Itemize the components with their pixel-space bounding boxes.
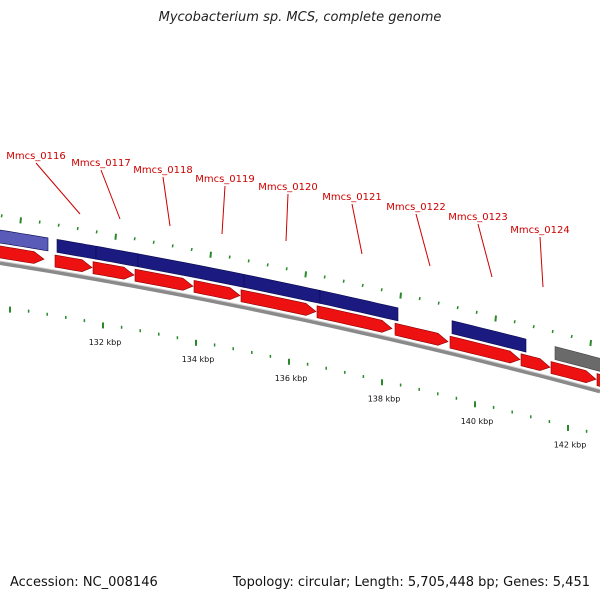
gene-leader-line — [100, 169, 121, 220]
upper-tick — [114, 233, 117, 240]
forward-gene-6 — [451, 320, 527, 353]
accession-text: Accession: NC_008146 — [10, 575, 158, 590]
scale-label: 134 kbp — [182, 355, 215, 364]
upper-tick — [361, 283, 364, 288]
reverse-gene-7 — [394, 322, 449, 346]
upper-tick — [551, 329, 554, 334]
other-feature — [554, 346, 600, 372]
gene-leader-line — [35, 162, 81, 215]
reverse-gene-5 — [240, 289, 317, 316]
upper-tick — [19, 217, 22, 224]
upper-tick — [190, 247, 193, 252]
forward-gene-0 — [0, 229, 49, 252]
upper-tick — [228, 255, 231, 259]
upper-tick — [171, 244, 174, 248]
gene-label: Mmcs_0117 — [71, 158, 131, 169]
scale-label: 138 kbp — [368, 395, 401, 404]
upper-tick — [323, 275, 326, 279]
scale-label: 140 kbp — [461, 417, 494, 426]
upper-tick — [532, 324, 535, 329]
gene-label: Mmcs_0118 — [133, 165, 193, 176]
upper-tick — [589, 339, 592, 347]
upper-tick — [456, 306, 459, 310]
upper-tick — [285, 267, 288, 271]
reverse-gene-8 — [449, 335, 521, 364]
upper-tick — [494, 315, 497, 322]
gene-label: Mmcs_0119 — [195, 174, 255, 185]
scale-label: 132 kbp — [89, 338, 122, 347]
upper-tick — [209, 251, 212, 258]
forward-gene-5 — [319, 290, 399, 322]
gene-leader-line — [221, 185, 226, 235]
reverse-gene-6 — [316, 305, 393, 333]
reverse-gene-4 — [193, 280, 241, 300]
map-title: Mycobacterium sp. MCS, complete genome — [158, 10, 442, 25]
gene-label: Mmcs_0124 — [510, 225, 570, 236]
reverse-gene-9 — [520, 353, 551, 371]
upper-tick — [513, 320, 516, 324]
upper-tick — [266, 263, 269, 267]
reverse-gene-10 — [550, 361, 597, 384]
upper-tick — [133, 237, 136, 241]
reverse-gene-2 — [92, 261, 135, 280]
reverse-gene-0 — [0, 245, 45, 264]
gene-leader-line — [539, 236, 544, 288]
gene-label: Mmcs_0116 — [6, 151, 66, 162]
gene-leader-line — [477, 223, 493, 278]
upper-tick — [380, 288, 383, 292]
gene-leader-line — [415, 213, 431, 267]
upper-tick — [570, 334, 573, 339]
gene-label: Mmcs_0121 — [322, 192, 382, 203]
gene-leader-line — [162, 176, 171, 227]
upper-tick — [399, 292, 402, 299]
reverse-gene-3 — [134, 268, 194, 291]
reverse-gene-1 — [54, 254, 93, 273]
reverse-gene-11 — [596, 373, 600, 387]
gene-leader-line — [285, 193, 289, 242]
scale-label: 142 kbp — [554, 440, 587, 449]
upper-tick — [475, 310, 478, 314]
gene-label: Mmcs_0120 — [258, 182, 318, 193]
scale-label: 136 kbp — [275, 374, 308, 383]
upper-tick — [38, 220, 41, 224]
upper-tick — [437, 301, 440, 305]
upper-tick — [304, 271, 307, 278]
upper-tick — [0, 214, 3, 218]
upper-tick — [57, 223, 60, 227]
upper-tick — [247, 259, 250, 263]
gene-leader-line — [351, 203, 363, 255]
backbone-arc — [0, 261, 600, 394]
upper-tick — [342, 279, 345, 283]
upper-tick — [95, 230, 98, 234]
gene-label: Mmcs_0123 — [448, 212, 508, 223]
upper-tick — [152, 240, 155, 244]
genome-summary-text: Topology: circular; Length: 5,705,448 bp… — [232, 575, 590, 590]
upper-tick — [418, 296, 421, 301]
gene-label: Mmcs_0122 — [386, 202, 446, 213]
upper-tick — [76, 226, 79, 231]
backbone-highlight — [0, 260, 600, 390]
